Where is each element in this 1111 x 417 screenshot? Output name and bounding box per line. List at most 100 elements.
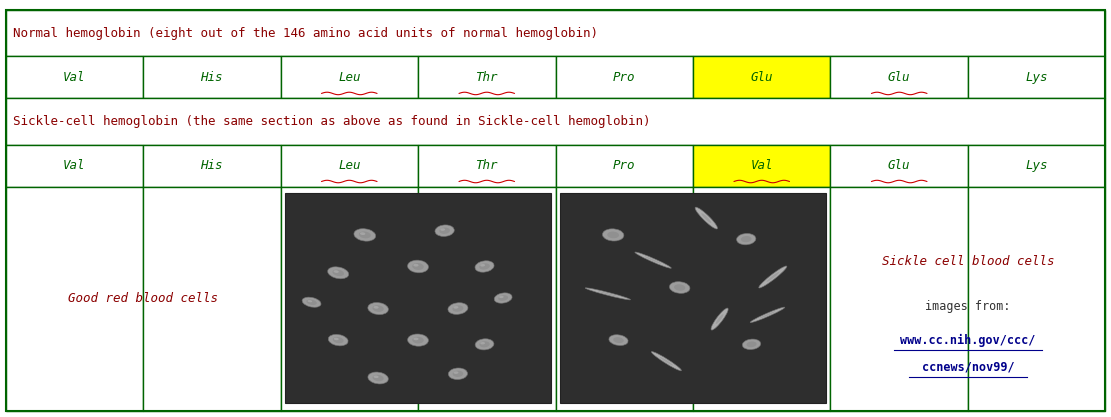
Text: Lys: Lys: [1025, 71, 1048, 84]
Ellipse shape: [480, 342, 486, 344]
Text: Pro: Pro: [613, 71, 635, 84]
Ellipse shape: [609, 335, 628, 346]
Ellipse shape: [479, 263, 490, 270]
Text: Sickle-cell hemoglobin (the same section as above as found in Sickle-cell hemogl: Sickle-cell hemoglobin (the same section…: [13, 115, 651, 128]
Ellipse shape: [359, 231, 371, 239]
Ellipse shape: [440, 228, 446, 231]
Ellipse shape: [613, 337, 623, 343]
Ellipse shape: [332, 337, 343, 343]
Bar: [693, 186, 830, 411]
Ellipse shape: [651, 352, 681, 371]
Bar: [280, 186, 418, 411]
Text: Glu: Glu: [750, 71, 773, 84]
Text: His: His: [200, 159, 223, 172]
Text: Val: Val: [63, 71, 86, 84]
Ellipse shape: [585, 288, 630, 300]
Bar: [6, 186, 143, 411]
Ellipse shape: [333, 270, 339, 273]
Ellipse shape: [373, 306, 379, 309]
Ellipse shape: [449, 368, 468, 379]
Ellipse shape: [453, 306, 459, 309]
Text: images from:: images from:: [925, 301, 1011, 314]
Text: Normal hemoglobin (eight out of the 146 amino acid units of normal hemoglobin): Normal hemoglobin (eight out of the 146 …: [13, 27, 599, 40]
Ellipse shape: [767, 272, 779, 282]
Text: Glu: Glu: [888, 159, 911, 172]
Text: Good red blood cells: Good red blood cells: [68, 292, 218, 305]
Bar: [556, 56, 693, 98]
Bar: [6, 98, 1105, 145]
Ellipse shape: [476, 261, 494, 272]
Text: ccnews/nov99/: ccnews/nov99/: [922, 361, 1014, 374]
Ellipse shape: [747, 342, 757, 347]
Ellipse shape: [412, 263, 423, 270]
Bar: [418, 56, 556, 98]
Bar: [556, 186, 693, 411]
Text: His: His: [200, 71, 223, 84]
Ellipse shape: [602, 229, 624, 241]
Bar: [556, 145, 693, 186]
Ellipse shape: [452, 305, 463, 312]
Bar: [968, 56, 1105, 98]
Ellipse shape: [750, 307, 784, 323]
Ellipse shape: [372, 305, 383, 312]
Ellipse shape: [760, 311, 775, 318]
Text: Sickle cell blood cells: Sickle cell blood cells: [882, 255, 1054, 268]
Bar: [143, 186, 280, 411]
Bar: [830, 186, 968, 411]
Bar: [6, 145, 143, 186]
Ellipse shape: [360, 232, 366, 235]
Ellipse shape: [452, 371, 463, 377]
Text: www.cc.nih.gov/ccc/: www.cc.nih.gov/ccc/: [900, 334, 1035, 347]
Ellipse shape: [302, 297, 321, 307]
Ellipse shape: [328, 334, 348, 346]
Bar: [968, 145, 1105, 186]
Bar: [560, 193, 825, 403]
Ellipse shape: [408, 260, 429, 273]
Ellipse shape: [332, 269, 344, 276]
Ellipse shape: [634, 252, 671, 268]
Ellipse shape: [333, 338, 339, 340]
Text: Pro: Pro: [613, 159, 635, 172]
Text: Leu: Leu: [338, 159, 361, 172]
Ellipse shape: [479, 341, 490, 347]
Bar: [6, 10, 1105, 56]
Ellipse shape: [439, 228, 450, 234]
Ellipse shape: [372, 375, 383, 381]
Bar: [693, 145, 830, 186]
Text: Lys: Lys: [1025, 159, 1048, 172]
Bar: [6, 56, 143, 98]
Ellipse shape: [608, 231, 619, 238]
Ellipse shape: [711, 308, 728, 330]
Ellipse shape: [453, 372, 459, 374]
Bar: [418, 145, 556, 186]
Ellipse shape: [715, 314, 723, 324]
Ellipse shape: [412, 337, 423, 344]
Bar: [280, 145, 418, 186]
Ellipse shape: [742, 339, 761, 349]
Bar: [143, 56, 280, 98]
Ellipse shape: [644, 256, 661, 264]
Text: Thr: Thr: [476, 159, 498, 172]
Ellipse shape: [413, 337, 419, 340]
Bar: [143, 145, 280, 186]
Ellipse shape: [701, 213, 711, 223]
Ellipse shape: [476, 339, 494, 350]
Ellipse shape: [448, 303, 468, 314]
Bar: [284, 193, 551, 403]
Text: Val: Val: [63, 159, 86, 172]
Bar: [693, 56, 830, 98]
Ellipse shape: [670, 281, 690, 294]
Ellipse shape: [674, 284, 685, 291]
Ellipse shape: [413, 264, 419, 266]
Ellipse shape: [354, 229, 376, 241]
Ellipse shape: [368, 302, 389, 314]
Ellipse shape: [499, 296, 503, 298]
Bar: [830, 56, 968, 98]
Text: Val: Val: [750, 159, 773, 172]
Ellipse shape: [368, 372, 389, 384]
Ellipse shape: [759, 266, 787, 288]
Ellipse shape: [737, 234, 755, 245]
Text: Leu: Leu: [338, 71, 361, 84]
Ellipse shape: [660, 357, 673, 365]
Bar: [418, 186, 556, 411]
